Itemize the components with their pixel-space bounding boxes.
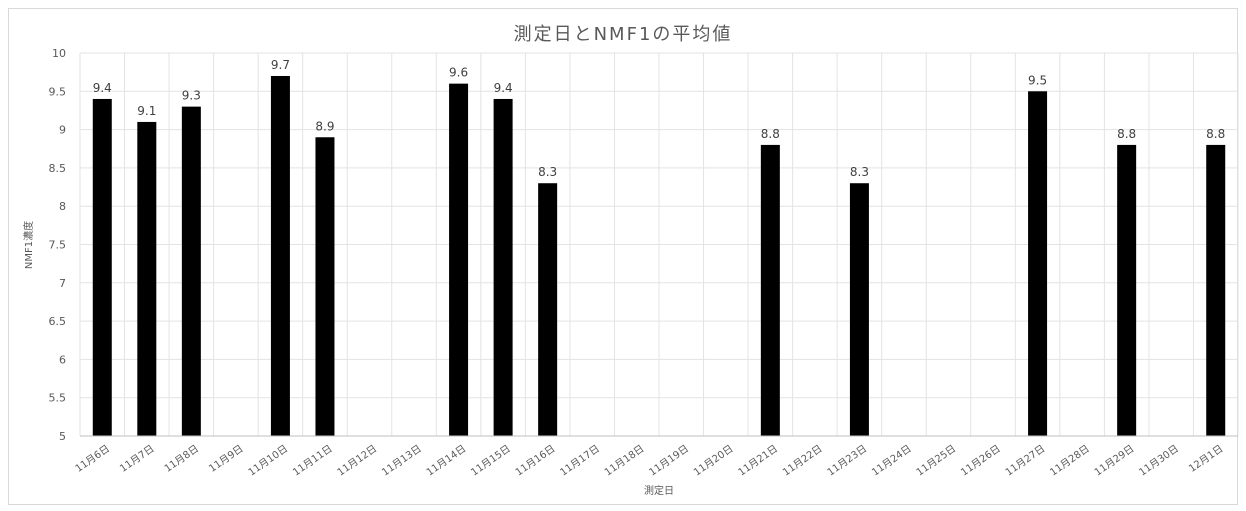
x-tick-label: 11月26日: [959, 443, 1003, 479]
x-tick-label: 11月9日: [207, 443, 246, 475]
y-tick-label: 5: [59, 430, 66, 443]
data-label: 8.3: [538, 165, 557, 179]
x-tick-label: 11月17日: [558, 443, 602, 479]
x-tick-label: 11月19日: [647, 443, 691, 479]
y-tick-label: 8.5: [49, 162, 67, 175]
bar: [1206, 144, 1226, 437]
data-label: 9.4: [494, 81, 513, 95]
data-label: 9.5: [1028, 73, 1047, 87]
x-tick-label: 11月7日: [118, 443, 157, 475]
x-tick-label: 11月23日: [825, 443, 869, 479]
bar: [449, 83, 469, 436]
data-label: 8.3: [850, 165, 869, 179]
x-tick-label: 11月27日: [1003, 443, 1047, 479]
data-label: 9.4: [93, 81, 112, 95]
data-label: 8.9: [315, 119, 334, 133]
data-label: 8.8: [761, 127, 780, 141]
bar: [849, 183, 869, 436]
gridlines: [79, 52, 1239, 436]
x-tick-label: 11月15日: [469, 443, 513, 479]
data-label: 8.8: [1117, 127, 1136, 141]
bar: [270, 75, 290, 436]
bar: [1117, 144, 1137, 437]
y-tick-label: 5.5: [49, 392, 67, 405]
data-labels: 9.4 9.1 9.3 9.7 8.9 9.6 9.4 8.3 8.8 8.3 9.5 8.8 8.8: [93, 58, 1226, 179]
y-tick-label: 9: [59, 124, 66, 137]
bar: [92, 98, 112, 437]
chart-title: 測定日とNMF1の平均値: [513, 24, 733, 45]
bar: [181, 106, 201, 437]
x-tick-label: 11月16日: [513, 443, 557, 479]
y-axis-ticks: 5 5.5 6 6.5 7 7.5 8 8.5 9 9.5 10: [49, 47, 67, 443]
data-label: 8.8: [1206, 127, 1225, 141]
bar: [538, 183, 558, 436]
bar: [493, 98, 513, 437]
x-tick-label: 11月24日: [870, 443, 914, 479]
x-tick-label: 11月12日: [335, 443, 379, 479]
data-label: 9.1: [137, 104, 156, 118]
x-axis-title: 測定日: [644, 484, 674, 497]
y-tick-label: 6.5: [49, 315, 67, 328]
bar: [760, 144, 780, 437]
x-tick-label: 11月11日: [291, 443, 335, 479]
y-tick-label: 10: [52, 47, 66, 60]
x-tick-label: 11月28日: [1048, 443, 1092, 479]
y-tick-label: 7: [59, 277, 66, 290]
y-tick-label: 6: [59, 353, 66, 366]
y-tick-label: 8: [59, 200, 66, 213]
bar: [315, 137, 335, 436]
data-label: 9.7: [271, 58, 290, 72]
x-tick-label: 11月14日: [424, 443, 468, 479]
y-tick-label: 9.5: [49, 85, 67, 98]
x-tick-label: 11月21日: [736, 443, 780, 479]
x-tick-label: 11月30日: [1137, 443, 1181, 479]
bar: [137, 121, 157, 436]
x-tick-label: 11月18日: [602, 443, 646, 479]
bar: [1028, 91, 1048, 437]
data-label: 9.6: [449, 66, 468, 80]
x-tick-label: 11月22日: [780, 443, 824, 479]
x-tick-label: 11月25日: [914, 443, 958, 479]
x-tick-label: 11月10日: [246, 443, 290, 479]
x-axis-ticks: 11月6日 11月7日 11月8日 11月9日 11月10日 11月11日 11月12日 11…: [73, 443, 1225, 479]
x-tick-label: 11月29日: [1092, 443, 1136, 479]
y-tick-label: 7.5: [49, 239, 67, 252]
data-label: 9.3: [182, 89, 201, 103]
y-axis-title: NMF1濃度: [22, 221, 35, 269]
bars: [92, 75, 1226, 437]
x-tick-label: 11月8日: [162, 443, 201, 475]
x-tick-label: 12月1日: [1187, 443, 1226, 475]
x-tick-label: 11月6日: [73, 443, 112, 475]
x-tick-label: 11月20日: [691, 443, 735, 479]
x-tick-label: 11月13日: [380, 443, 424, 479]
